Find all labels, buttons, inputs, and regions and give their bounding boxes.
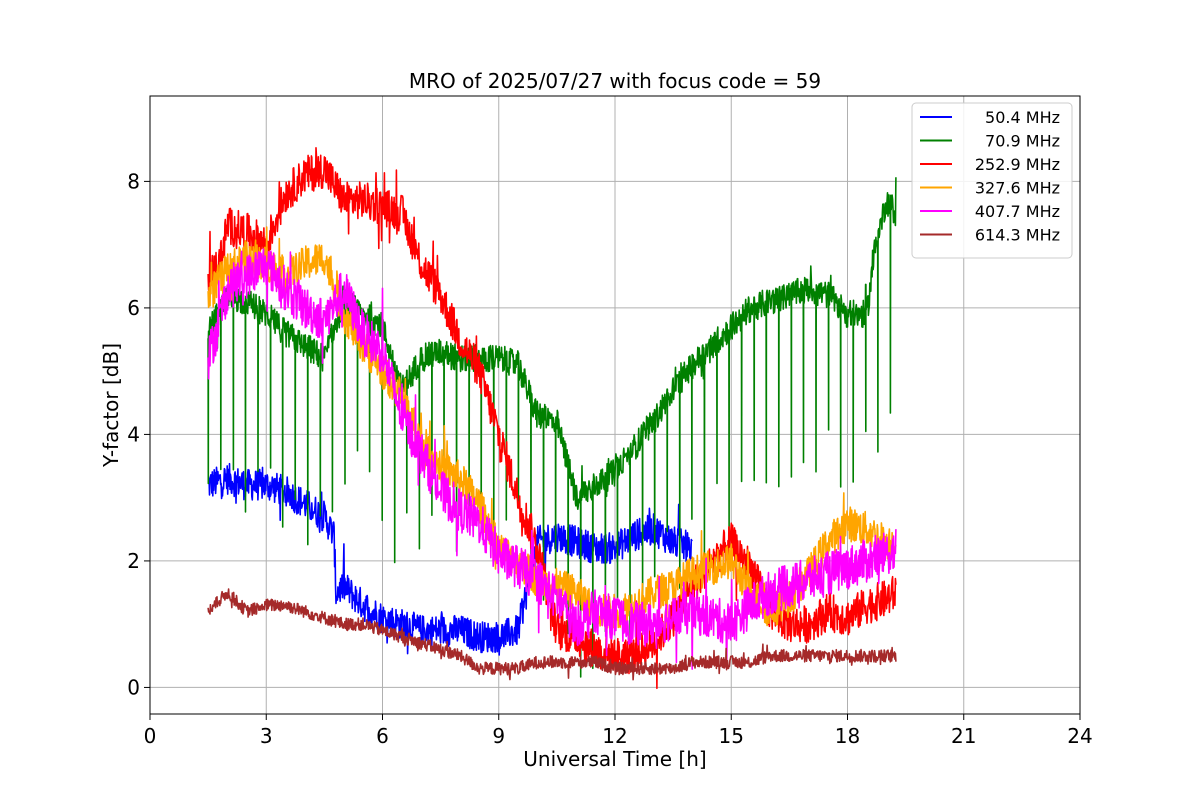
y-tick-label: 0 bbox=[127, 675, 140, 699]
x-tick-label: 18 bbox=[835, 724, 860, 748]
plot-series-layer bbox=[207, 147, 897, 690]
x-tick-label: 6 bbox=[376, 724, 389, 748]
series-line-407-7-mhz bbox=[207, 248, 897, 670]
legend-box bbox=[911, 102, 1073, 259]
series-line-614-3-mhz bbox=[207, 588, 897, 681]
y-tick-label: 4 bbox=[127, 422, 140, 446]
y-tick-label: 2 bbox=[127, 549, 140, 573]
legend-label: 50.4 MHz bbox=[985, 108, 1060, 127]
y-axis-label: Y-factor [dB] bbox=[99, 343, 123, 468]
legend-label: 614.3 MHz bbox=[975, 226, 1060, 245]
chart-title: MRO of 2025/07/27 with focus code = 59 bbox=[409, 69, 821, 93]
y-tick-label: 8 bbox=[127, 169, 140, 193]
legend-label: 70.9 MHz bbox=[985, 132, 1060, 151]
x-tick-label: 12 bbox=[602, 724, 627, 748]
x-tick-label: 0 bbox=[144, 724, 157, 748]
legend: 50.4 MHz 70.9 MHz 252.9 MHz 327.6 MHz 407.7 … bbox=[911, 102, 1073, 259]
legend-label: 327.6 MHz bbox=[975, 179, 1060, 198]
x-tick-label: 24 bbox=[1067, 724, 1092, 748]
series-line-50-4-mhz bbox=[207, 462, 693, 656]
x-tick-label: 9 bbox=[492, 724, 505, 748]
x-tick-label: 21 bbox=[951, 724, 976, 748]
y-tick-label: 6 bbox=[127, 296, 140, 320]
x-axis-label: Universal Time [h] bbox=[523, 747, 706, 771]
x-tick-label: 3 bbox=[260, 724, 273, 748]
x-tick-label: 15 bbox=[719, 724, 744, 748]
legend-label: 407.7 MHz bbox=[975, 202, 1060, 221]
legend-label: 252.9 MHz bbox=[975, 155, 1060, 174]
